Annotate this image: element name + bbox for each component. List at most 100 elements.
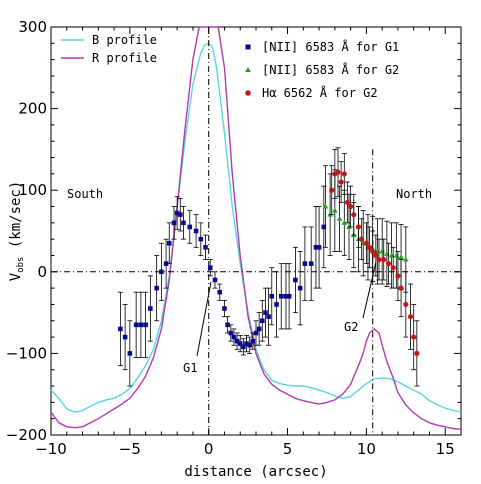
ha-g2-point bbox=[348, 203, 354, 210]
nii-g1-point bbox=[217, 289, 223, 295]
nii-g1-point bbox=[302, 261, 308, 266]
x-tick-label: 10 bbox=[357, 440, 376, 458]
ha-g2-point bbox=[373, 252, 379, 259]
g1-label: G1 bbox=[183, 361, 197, 375]
nii-g1-point bbox=[148, 306, 153, 311]
legend-label-ha-g2: Hα 6562 Å for G2 bbox=[262, 85, 378, 100]
y-axis-label: Vobs (km/sec) bbox=[8, 181, 26, 282]
legend-label-nii-g1: [NII] 6583 Å for G1 bbox=[262, 39, 399, 54]
nii-g2-point bbox=[403, 256, 409, 262]
nii-g2-point bbox=[398, 254, 404, 260]
legend-label-r-profile: R profile bbox=[92, 51, 157, 65]
ha-g2-point bbox=[355, 224, 362, 230]
x-tick-label: 0 bbox=[204, 440, 214, 458]
nii-g2-point bbox=[327, 211, 333, 217]
ha-g2-point bbox=[359, 236, 365, 242]
nii-g1-point bbox=[193, 228, 199, 234]
ha-g2-point bbox=[341, 171, 347, 177]
ha-g2-point bbox=[381, 256, 387, 263]
nii-g1-point bbox=[212, 277, 218, 283]
nii-g1-point bbox=[207, 265, 213, 271]
nii-g1-point bbox=[178, 212, 183, 217]
nii-g1-point bbox=[241, 344, 246, 350]
legend-label-b-profile: B profile bbox=[92, 33, 157, 47]
nii-g1-point bbox=[321, 224, 327, 230]
nii-g1-point bbox=[198, 236, 204, 242]
y-tick-label: 200 bbox=[18, 100, 47, 118]
nii-g1-point bbox=[203, 245, 208, 250]
nii-g1-point bbox=[253, 330, 259, 336]
x-axis-label: distance (arcsec) bbox=[184, 464, 327, 480]
nii-g1-point bbox=[166, 240, 172, 246]
nii-g1-point bbox=[274, 302, 279, 307]
g1-pointer bbox=[196, 281, 212, 357]
nii-g1-point bbox=[297, 285, 303, 291]
ha-g2-point bbox=[407, 314, 414, 320]
nii-g1-point bbox=[266, 314, 271, 319]
nii-g1-point bbox=[187, 224, 193, 230]
x-tick-label: −5 bbox=[119, 440, 141, 458]
y-tick-label: 0 bbox=[37, 263, 47, 281]
nii-g2-point bbox=[346, 223, 352, 229]
nii-g1-point bbox=[143, 322, 148, 328]
plot-frame bbox=[50, 26, 462, 436]
ha-g2-point bbox=[398, 285, 404, 291]
ha-g2-point bbox=[335, 169, 341, 175]
ha-g2-point bbox=[370, 248, 376, 254]
ha-g2-point bbox=[366, 244, 373, 250]
legend-label-nii-g2: [NII] 6583 Å for G2 bbox=[262, 62, 399, 77]
nii-g1-point bbox=[163, 261, 169, 266]
y-tick-label: 100 bbox=[18, 181, 47, 199]
g2-pointer bbox=[362, 261, 377, 319]
ha-g2-point bbox=[414, 350, 420, 356]
b-profile-curve bbox=[50, 42, 462, 413]
nii-g1-point bbox=[278, 293, 284, 299]
legend-marker-ha-g2 bbox=[245, 90, 251, 96]
nii-g1-point bbox=[234, 338, 240, 344]
r-profile-curve bbox=[50, 26, 462, 430]
x-tick-label: −10 bbox=[35, 440, 67, 458]
ha-g2-point bbox=[411, 334, 417, 340]
y-label-rest: (km/sec) bbox=[8, 181, 24, 257]
north-label: North bbox=[396, 187, 432, 201]
ha-g2-point bbox=[385, 261, 392, 267]
ha-g2-point bbox=[351, 212, 357, 218]
nii-g1-point bbox=[247, 342, 252, 348]
y-label-main: V bbox=[8, 272, 24, 281]
nii-g2-point bbox=[336, 215, 343, 221]
ha-g2-point bbox=[390, 265, 396, 271]
ha-g2-point bbox=[344, 199, 351, 206]
nii-g1-point bbox=[159, 269, 164, 275]
ha-g2-point bbox=[329, 187, 335, 193]
nii-g1-point bbox=[122, 334, 128, 340]
south-label: South bbox=[67, 187, 103, 201]
legend: B profile R profile [NII] 6583 Å for G1 [NI… bbox=[61, 33, 399, 100]
data-points bbox=[117, 147, 420, 387]
nii-g2-point bbox=[322, 203, 329, 209]
g2-label: G2 bbox=[344, 320, 358, 334]
nii-g1-point bbox=[313, 245, 319, 250]
nii-g1-point bbox=[286, 293, 292, 299]
ha-g2-point bbox=[363, 240, 369, 246]
legend-marker-nii-g2 bbox=[245, 67, 251, 72]
nii-g1-point bbox=[256, 326, 262, 332]
ha-g2-point bbox=[403, 301, 409, 308]
nii-g1-point bbox=[154, 285, 159, 291]
nii-g1-point bbox=[127, 351, 133, 356]
nii-g1-point bbox=[244, 341, 249, 346]
nii-g1-point bbox=[260, 318, 265, 324]
nii-g1-point bbox=[222, 306, 227, 311]
y-tick-label: −200 bbox=[6, 426, 47, 444]
reference-lines bbox=[51, 27, 461, 435]
nii-g1-point bbox=[293, 277, 298, 283]
nii-g1-point bbox=[237, 341, 243, 346]
legend-marker-nii-g1 bbox=[245, 44, 251, 50]
nii-g1-point bbox=[231, 334, 237, 340]
nii-g1-point bbox=[316, 245, 322, 250]
nii-g1-point bbox=[133, 322, 139, 328]
profile-curves bbox=[50, 26, 462, 430]
nii-g1-point bbox=[283, 293, 289, 299]
nii-g1-point bbox=[308, 261, 314, 266]
nii-g2-point bbox=[332, 207, 338, 213]
y-tick-label: 300 bbox=[18, 18, 47, 36]
